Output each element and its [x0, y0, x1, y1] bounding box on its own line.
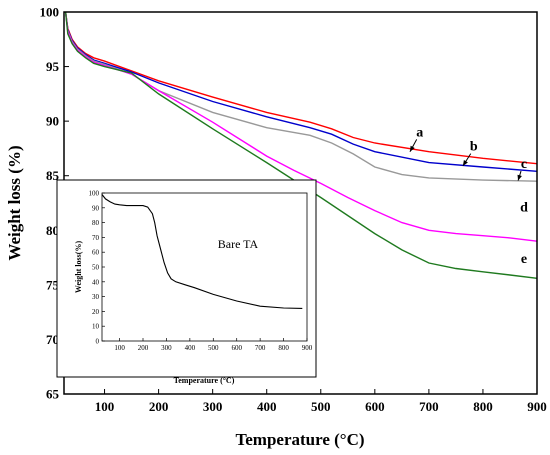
inset-x-tick-label: 800: [278, 344, 289, 352]
inset-x-tick-label: 500: [208, 344, 219, 352]
curve-label-b: b: [470, 140, 478, 155]
inset-y-tick-label: 40: [92, 278, 100, 286]
curve-label-d: d: [520, 201, 528, 216]
curve-labels: a b c d e: [409, 125, 528, 267]
inset-x-tick-label: 600: [231, 344, 242, 352]
inset-x-tick-label: 300: [161, 344, 172, 352]
inset-y-axis-title: Weight loss(%): [74, 241, 83, 294]
curve-arrowhead-c: [517, 174, 522, 181]
inset-y-tick-label: 70: [92, 234, 100, 242]
x-tick-label: 800: [473, 399, 493, 414]
inset-y-tick-label: 60: [92, 249, 100, 257]
inset-x-tick-label: 700: [255, 344, 266, 352]
inset-y-tick-label: 90: [92, 204, 100, 212]
x-tick-label: 200: [149, 399, 169, 414]
inset-x-tick-label: 200: [138, 344, 149, 352]
y-tick-label: 100: [40, 5, 60, 20]
inset-frame: [56, 179, 317, 378]
inset-x-tick-label: 100: [114, 344, 125, 352]
x-tick-label: 400: [257, 399, 277, 414]
main-curves: [64, 11, 538, 279]
x-tick-label: 500: [311, 399, 331, 414]
inset-series-line: [101, 194, 303, 309]
inset-y-tick-label: 0: [96, 338, 100, 346]
inset-y-tick-label: 20: [92, 308, 100, 316]
curve-label-e: e: [521, 252, 527, 267]
inset-annotation: Bare TA: [218, 237, 259, 251]
y-axis-title: Weight loss (%): [5, 145, 24, 260]
curve-label-a: a: [416, 125, 423, 140]
inset-curve: [101, 194, 303, 309]
inset-y-tick-label: 80: [92, 219, 100, 227]
x-tick-label: 600: [365, 399, 385, 414]
curve-arrowhead-a: [410, 145, 415, 152]
y-tick-label: 75: [46, 277, 60, 292]
inset-x-tick-label: 900: [302, 344, 313, 352]
x-tick-label: 300: [203, 399, 223, 414]
x-tick-label: 100: [95, 399, 115, 414]
inset-y-tick-label: 10: [92, 323, 100, 331]
y-tick-label: 70: [46, 332, 59, 347]
series-e-line: [64, 11, 538, 279]
curve-label-c: c: [521, 157, 527, 172]
curve-arrowhead-b: [462, 160, 468, 166]
inset-x-axis-title: Temperature (°C): [174, 376, 235, 385]
inset-ticks: 100 200 300 400 500 600 700 800 900 0 10 20 30 40 50 60…: [89, 190, 313, 353]
y-tick-label: 65: [46, 387, 60, 402]
x-tick-label: 700: [419, 399, 439, 414]
inset-y-tick-label: 30: [92, 293, 100, 301]
y-tick-label: 90: [46, 114, 59, 129]
inset-chart: 100 200 300 400 500 600 700 800 900 0 10 20 30 40 50 60…: [56, 179, 317, 385]
y-tick-label: 95: [46, 59, 60, 74]
inset-y-tick-label: 100: [89, 190, 100, 198]
inset-x-tick-label: 400: [185, 344, 196, 352]
main-ticks: 100 200 300 400 500 600 700 800 9006570758085909…: [40, 5, 547, 415]
y-tick-label: 85: [46, 168, 60, 183]
x-tick-label: 900: [527, 399, 547, 414]
y-tick-label: 80: [46, 223, 59, 238]
inset-y-tick-label: 50: [92, 264, 100, 272]
series-d-line: [64, 11, 538, 242]
x-axis-title: Temperature (°C): [235, 430, 364, 449]
